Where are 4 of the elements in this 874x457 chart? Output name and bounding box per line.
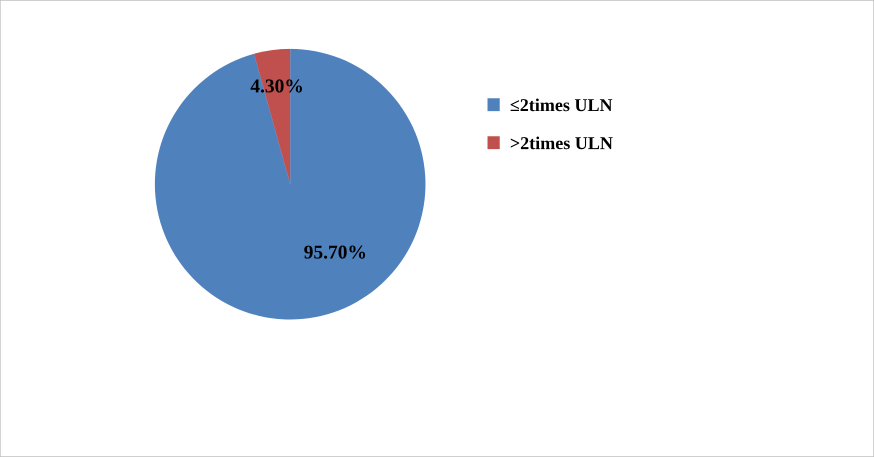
pie-slice [154, 48, 426, 320]
data-label: 95.70% [304, 246, 366, 259]
legend-label: >2times ULN [510, 136, 613, 150]
legend-label: ≤2times ULN [510, 98, 612, 112]
